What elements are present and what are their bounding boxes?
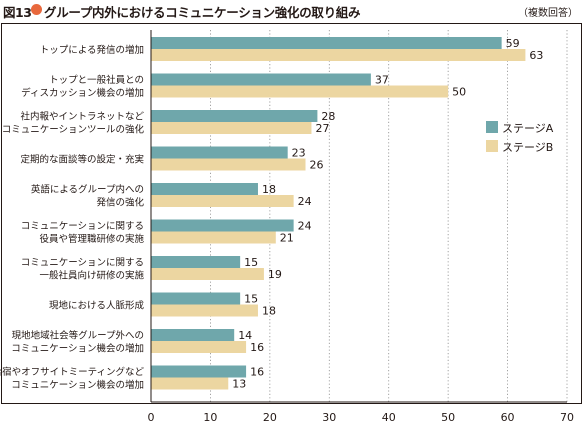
bar-series-b bbox=[151, 304, 258, 317]
category-label: トップと一般社員との bbox=[49, 74, 144, 86]
bar-series-a bbox=[151, 256, 241, 268]
tick-label: 0 bbox=[148, 411, 155, 424]
data-label: 15 bbox=[244, 293, 258, 306]
chart-title: グループ内外におけるコミュニケーション強化の取り組み bbox=[44, 5, 361, 20]
figure-dot-icon bbox=[31, 4, 42, 15]
bar-series-a bbox=[151, 183, 258, 195]
category-label: 発信の強化 bbox=[96, 197, 144, 209]
category-label: 合宿やオフサイトミーティングなど bbox=[0, 366, 144, 378]
data-label: 26 bbox=[310, 159, 324, 172]
data-label: 24 bbox=[298, 195, 312, 208]
category-label: コミュニケーションツールの強化 bbox=[2, 124, 145, 136]
chart-frame bbox=[1, 23, 582, 404]
bar-series-a bbox=[151, 73, 371, 86]
data-label: 28 bbox=[321, 110, 335, 123]
legend-swatch bbox=[486, 121, 498, 133]
category-label: 定期的な面談等の設定・充実 bbox=[20, 154, 144, 166]
tick-label: 10 bbox=[203, 411, 217, 424]
bar-series-a bbox=[151, 37, 502, 49]
data-label: 18 bbox=[262, 305, 276, 318]
data-label: 50 bbox=[452, 86, 466, 99]
bar-series-b bbox=[151, 268, 264, 280]
category-label: 一般社員向け研修の実施 bbox=[39, 270, 144, 282]
data-label: 16 bbox=[250, 366, 264, 379]
legend-label: ステージA bbox=[502, 122, 554, 135]
data-label: 15 bbox=[244, 256, 258, 269]
data-label: 27 bbox=[315, 122, 329, 135]
tick-label: 40 bbox=[382, 411, 396, 424]
category-label: 英語によるグループ内への bbox=[31, 184, 144, 196]
legend-swatch bbox=[486, 140, 498, 152]
data-label: 18 bbox=[262, 183, 276, 196]
tick-label: 70 bbox=[560, 411, 574, 424]
data-label: 37 bbox=[375, 74, 389, 87]
category-label: ディスカッション機会の増加 bbox=[21, 87, 144, 99]
tick-label: 50 bbox=[441, 411, 455, 424]
bar-series-b bbox=[151, 341, 247, 353]
bar-series-b bbox=[151, 231, 276, 244]
category-label: 現地における人脈形成 bbox=[49, 300, 145, 312]
bar-series-a bbox=[151, 365, 247, 378]
bar-series-a bbox=[151, 219, 294, 232]
data-label: 13 bbox=[232, 378, 246, 391]
chart-note: （複数回答） bbox=[518, 8, 578, 19]
category-label: コミュニケーション機会の増加 bbox=[11, 343, 144, 355]
legend-label: ステージB bbox=[502, 141, 553, 154]
bar-series-b bbox=[151, 49, 526, 61]
tick-label: 60 bbox=[501, 411, 515, 424]
data-label: 21 bbox=[280, 232, 294, 245]
bar-series-a bbox=[151, 110, 318, 122]
data-label: 63 bbox=[529, 49, 543, 62]
chart-header: 図13 グループ内外におけるコミュニケーション強化の取り組み （複数回答） bbox=[0, 0, 584, 20]
figure-number: 図13 bbox=[3, 5, 32, 20]
bar-series-b bbox=[151, 195, 294, 207]
data-label: 24 bbox=[298, 220, 312, 233]
bar-series-b bbox=[151, 377, 229, 390]
data-label: 19 bbox=[268, 268, 282, 281]
bar-series-a bbox=[151, 146, 288, 159]
category-label: トップによる発信の増加 bbox=[40, 44, 144, 56]
data-label: 23 bbox=[292, 147, 306, 160]
bar-series-b bbox=[151, 158, 306, 171]
bar-series-a bbox=[151, 329, 235, 341]
tick-label: 20 bbox=[263, 411, 277, 424]
category-label: コミュニケーションに関する bbox=[21, 258, 144, 269]
category-label: 社内報やイントラネットなど bbox=[20, 111, 144, 123]
category-label: 役員や管理職研修の実施 bbox=[39, 233, 144, 245]
data-label: 59 bbox=[506, 37, 520, 50]
data-label: 14 bbox=[238, 329, 252, 342]
category-label: 現地地域社会等グループ外への bbox=[12, 330, 144, 342]
bar-series-a bbox=[151, 292, 241, 305]
tick-label: 30 bbox=[322, 411, 336, 424]
category-label: コミュニケーション機会の増加 bbox=[11, 379, 144, 391]
category-label: コミュニケーションに関する bbox=[21, 221, 144, 232]
bar-series-b bbox=[151, 122, 312, 134]
bar-series-b bbox=[151, 85, 449, 98]
data-label: 16 bbox=[250, 341, 264, 354]
